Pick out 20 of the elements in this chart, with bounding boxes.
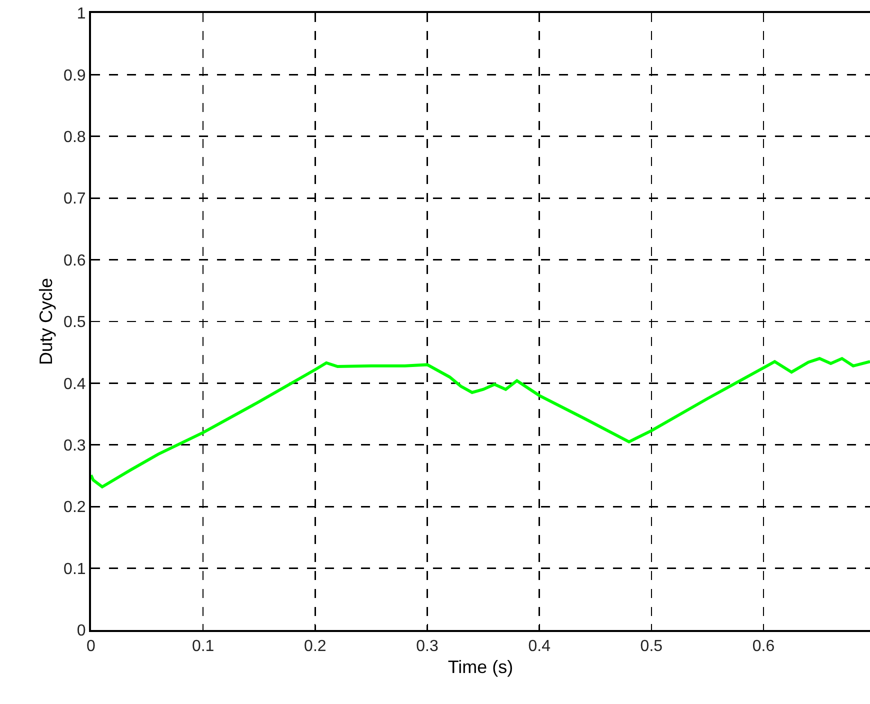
- y-tick-label: 0.8: [64, 129, 86, 146]
- y-axis-title: Duty Cycle: [36, 278, 56, 366]
- x-tick-label: 0.2: [304, 638, 326, 656]
- y-tick-label: 0.5: [64, 314, 86, 332]
- x-tick-label: 0.1: [192, 638, 214, 656]
- line-series: [91, 357, 870, 488]
- y-tick-label: 0.2: [64, 499, 86, 516]
- y-tick-label: 1: [76, 6, 86, 23]
- x-tick-label: 0.6: [752, 638, 775, 656]
- y-tick-label: 0.4: [64, 376, 86, 393]
- x-tick-label: 0.3: [416, 638, 438, 656]
- x-axis-title: Time (s): [448, 656, 514, 677]
- x-tick-label: 0.5: [640, 638, 663, 656]
- y-tick-label: 0.9: [64, 67, 86, 84]
- y-tick-label: 0.1: [64, 560, 86, 578]
- y-tick-label: 0.7: [64, 190, 86, 208]
- y-tick-label: 0: [76, 622, 86, 640]
- y-tick-label: 0.6: [64, 252, 86, 270]
- x-tick-label: 0.4: [528, 638, 551, 656]
- y-tick-label: 0.3: [64, 438, 86, 454]
